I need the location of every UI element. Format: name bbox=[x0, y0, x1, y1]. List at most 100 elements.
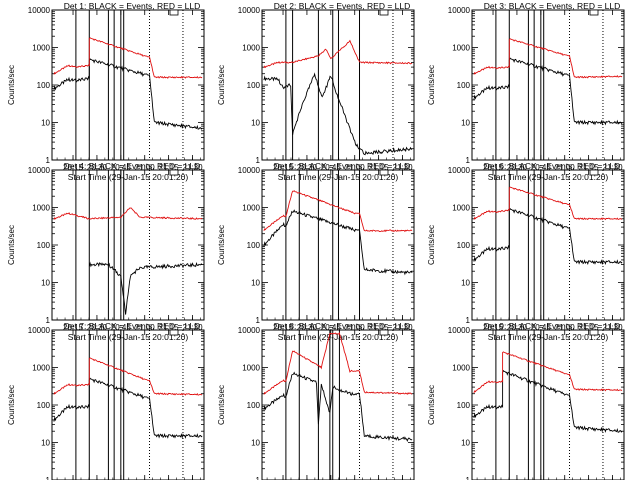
plot-title: Det 1: BLACK = Events, RED = LLD bbox=[64, 1, 201, 11]
series-line-events bbox=[473, 369, 623, 433]
series-line-events bbox=[263, 72, 413, 156]
y-tick-label: 10 bbox=[251, 279, 260, 288]
x-tick-label: 21:15 bbox=[159, 163, 180, 172]
y-axis-label: Counts/sec bbox=[217, 385, 226, 425]
plot-title: Det 6: BLACK = Events, RED = LLD bbox=[484, 161, 621, 171]
y-tick-label: 100 bbox=[37, 81, 51, 90]
y-tick-label: 1 bbox=[46, 156, 51, 165]
plot-frame bbox=[471, 169, 625, 321]
y-axis-label: Counts/sec bbox=[427, 225, 436, 265]
y-tick-label: 1000 bbox=[32, 364, 50, 373]
x-tick-label: 20:15 bbox=[63, 323, 84, 332]
series-line-events bbox=[53, 377, 203, 439]
y-axis-label: Counts/sec bbox=[427, 65, 436, 105]
x-tick-label: 21:15 bbox=[369, 323, 390, 332]
y-tick-label: 10 bbox=[41, 119, 50, 128]
y-tick-label: 10000 bbox=[28, 6, 51, 15]
x-tick-label: 20:45 bbox=[111, 323, 132, 332]
y-tick-label: 10 bbox=[461, 439, 470, 448]
y-tick-label: 1000 bbox=[452, 364, 470, 373]
plot-title: Det 9: BLACK = Events, RED = LLD bbox=[484, 321, 621, 331]
series-line-lld bbox=[263, 39, 413, 69]
legend-box bbox=[169, 169, 179, 176]
y-tick-label: 1000 bbox=[32, 204, 50, 213]
y-axis-label: Counts/sec bbox=[217, 65, 226, 105]
series-line-events bbox=[53, 58, 203, 130]
x-tick-label: 21:00 bbox=[345, 163, 366, 172]
y-tick-label: 1 bbox=[466, 476, 471, 480]
x-axis-label: Start Time (29-Jan-15 20:01:20) bbox=[488, 172, 609, 182]
y-tick-label: 1000 bbox=[32, 44, 50, 53]
plot-frame bbox=[51, 9, 205, 161]
x-tick-label: 20:45 bbox=[111, 163, 132, 172]
x-tick-label: 21:15 bbox=[579, 323, 600, 332]
y-tick-label: 1 bbox=[46, 316, 51, 325]
plot-title: Det 8: BLACK = Events, RED = LLD bbox=[274, 321, 411, 331]
x-tick-label: 21:15 bbox=[369, 163, 390, 172]
plot-title: Det 5: BLACK = Events, RED = LLD bbox=[274, 161, 411, 171]
plot-frame bbox=[471, 329, 625, 481]
series-line-lld bbox=[53, 207, 203, 220]
y-tick-label: 10000 bbox=[28, 166, 51, 175]
y-axis-label: Counts/sec bbox=[7, 225, 16, 265]
y-tick-label: 10000 bbox=[238, 326, 261, 335]
x-tick-label: 21:30 bbox=[393, 323, 414, 332]
x-tick-label: 20:30 bbox=[297, 163, 318, 172]
y-tick-label: 1000 bbox=[242, 364, 260, 373]
y-tick-label: 1000 bbox=[452, 44, 470, 53]
x-axis-label: Start Time (29-Jan-15 20:01:20) bbox=[68, 172, 189, 182]
det-plot-2: 1 10 100 1000 10000 20:15 20:30 20:45 21:00 21:15… bbox=[217, 1, 415, 182]
y-tick-label: 100 bbox=[457, 241, 471, 250]
plot-frame bbox=[261, 9, 415, 161]
legend-box bbox=[379, 9, 389, 16]
plot-frame bbox=[51, 169, 205, 321]
plot-title: Det 2: BLACK = Events, RED = LLD bbox=[274, 1, 411, 11]
x-tick-label: 21:30 bbox=[603, 163, 624, 172]
det-plot-7: 1 10 100 1000 10000 20:1520:3020:4521:0021:15… bbox=[7, 321, 205, 485]
legend-box bbox=[169, 9, 179, 16]
y-tick-label: 10 bbox=[41, 439, 50, 448]
y-tick-label: 100 bbox=[247, 241, 261, 250]
x-tick-label: 21:30 bbox=[183, 163, 204, 172]
series-line-lld bbox=[473, 351, 623, 394]
x-tick-label: 20:15 bbox=[273, 163, 294, 172]
x-tick-label: 21:30 bbox=[603, 323, 624, 332]
det-plot-9: 1 10 100 1000 10000 20:1520:3020:4521:0021:15… bbox=[427, 321, 625, 485]
x-tick-label: 20:45 bbox=[531, 323, 552, 332]
x-tick-label: 20:30 bbox=[87, 323, 108, 332]
plot-frame bbox=[471, 9, 625, 161]
series-line-events bbox=[473, 207, 623, 266]
x-tick-label: 20:30 bbox=[507, 163, 528, 172]
y-axis-label: Counts/sec bbox=[427, 385, 436, 425]
x-tick-label: 20:45 bbox=[321, 323, 342, 332]
x-tick-label: 21:00 bbox=[345, 323, 366, 332]
x-tick-label: 20:30 bbox=[87, 163, 108, 172]
x-tick-label: 20:15 bbox=[273, 323, 294, 332]
y-tick-label: 10000 bbox=[238, 6, 261, 15]
series-line-lld bbox=[263, 332, 413, 395]
x-tick-label: 21:30 bbox=[183, 323, 204, 332]
legend-box bbox=[169, 329, 179, 336]
x-tick-label: 20:15 bbox=[63, 163, 84, 172]
y-tick-label: 10000 bbox=[448, 166, 471, 175]
y-tick-label: 10 bbox=[251, 119, 260, 128]
x-tick-label: 20:45 bbox=[321, 163, 342, 172]
x-tick-label: 20:30 bbox=[297, 323, 318, 332]
y-tick-label: 1 bbox=[256, 156, 261, 165]
y-tick-label: 1 bbox=[466, 156, 471, 165]
series-line-lld bbox=[473, 186, 623, 221]
y-tick-label: 1000 bbox=[242, 204, 260, 213]
y-tick-label: 1 bbox=[46, 476, 51, 480]
series-line-lld bbox=[263, 190, 413, 233]
plot-frame bbox=[51, 329, 205, 481]
plot-frame bbox=[261, 329, 415, 481]
y-tick-label: 100 bbox=[247, 401, 261, 410]
series-line-events bbox=[263, 371, 413, 442]
plot-frame bbox=[261, 169, 415, 321]
x-tick-label: 21:00 bbox=[555, 323, 576, 332]
